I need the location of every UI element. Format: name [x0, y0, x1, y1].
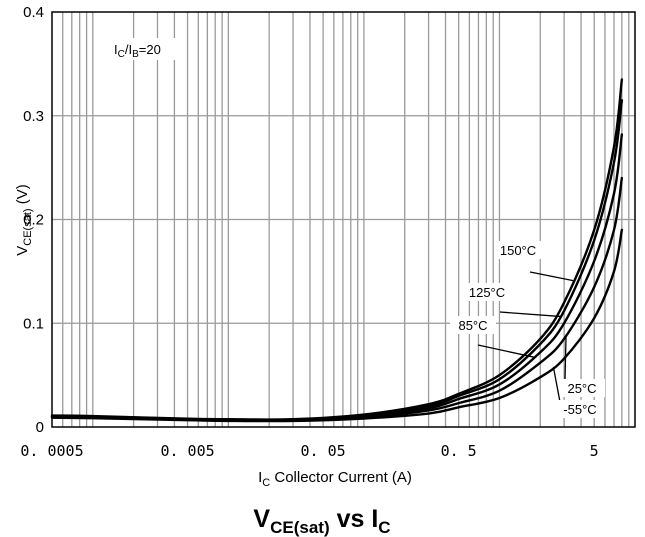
series-annotations: 150°C 125°C 85°C 25°C -55°C — [450, 241, 605, 418]
series-line-4 — [50, 228, 624, 423]
y-tick-label: 0.2 — [23, 212, 44, 229]
series-label: 25°C — [567, 381, 596, 396]
x-tick-label: 0. 0005 — [20, 442, 83, 460]
x-tick-label: 0. 5 — [441, 442, 477, 460]
series-label: 150°C — [500, 243, 536, 258]
series-label: 125°C — [469, 285, 505, 300]
y-tick-label: 0 — [36, 419, 44, 436]
annotation-leader-line — [499, 311, 561, 318]
x-tick-label: 5 — [590, 442, 599, 460]
series-line-2 — [50, 133, 624, 422]
plot-frame — [51, 11, 636, 428]
y-tick-label: 0.1 — [23, 315, 44, 332]
x-axis-label: IC Collector Current (A) — [258, 469, 412, 489]
series-line-1 — [50, 98, 624, 422]
chart-title: VCE(sat) vs IC — [253, 505, 390, 537]
x-tick-label: 0. 005 — [160, 442, 214, 460]
annotation-label-bg — [450, 316, 496, 334]
annotation-leader-line — [552, 366, 561, 403]
series-lines — [50, 78, 624, 423]
annotation-label-bg — [559, 379, 605, 397]
y-tick-label: 0.4 — [23, 4, 44, 21]
series-line-3 — [50, 176, 624, 422]
tick-labels: 0. 0005 0. 005 0. 05 0. 5 5 0 0.1 0.2 0.3 0.4 — [20, 4, 598, 460]
series-label: -55°C — [563, 402, 596, 417]
y-axis-label: VCE(sat) (V) — [14, 184, 34, 255]
series-label: 85°C — [458, 318, 487, 333]
condition-label-box: IC/IB=20 — [110, 38, 186, 60]
annotation-label-bg — [495, 241, 541, 259]
y-tick-label: 0.3 — [23, 108, 44, 125]
annotation-leader-line — [529, 271, 574, 282]
x-tick-label: 0. 05 — [301, 442, 346, 460]
grid-lines — [52, 12, 635, 427]
condition-label: IC/IB=20 — [114, 42, 161, 60]
annotation-leader-line — [477, 344, 535, 358]
annotation-leader-line — [564, 335, 567, 381]
annotation-label-bg — [557, 400, 603, 418]
annotation-label-bg — [464, 283, 510, 301]
